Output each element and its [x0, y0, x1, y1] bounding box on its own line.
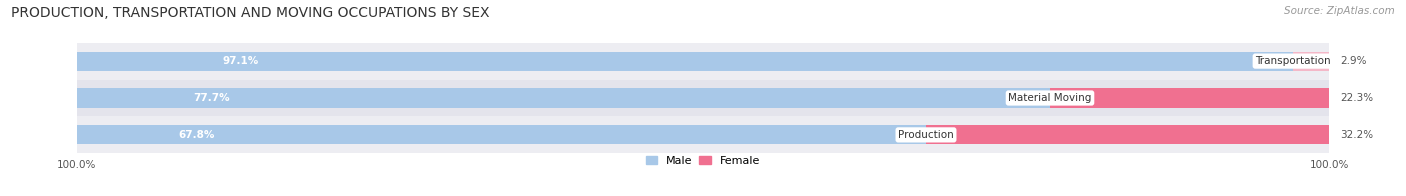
Text: 22.3%: 22.3%: [1340, 93, 1374, 103]
Bar: [77, 116, 1330, 153]
Legend: Male, Female: Male, Female: [641, 151, 765, 170]
Bar: [1050, 88, 1330, 108]
Text: Production: Production: [898, 130, 953, 140]
Text: 100.0%: 100.0%: [1309, 160, 1350, 170]
Text: Transportation: Transportation: [1256, 56, 1331, 66]
Text: 100.0%: 100.0%: [56, 160, 97, 170]
Text: 67.8%: 67.8%: [179, 130, 215, 140]
Text: PRODUCTION, TRANSPORTATION AND MOVING OCCUPATIONS BY SEX: PRODUCTION, TRANSPORTATION AND MOVING OC…: [11, 6, 489, 20]
Bar: [77, 52, 1294, 71]
Text: 2.9%: 2.9%: [1340, 56, 1367, 66]
Text: 77.7%: 77.7%: [194, 93, 231, 103]
Text: Source: ZipAtlas.com: Source: ZipAtlas.com: [1284, 6, 1395, 16]
Bar: [77, 80, 1330, 116]
Bar: [77, 88, 1050, 108]
Text: 32.2%: 32.2%: [1340, 130, 1374, 140]
Bar: [927, 125, 1330, 144]
Bar: [77, 125, 927, 144]
Text: 97.1%: 97.1%: [222, 56, 259, 66]
Text: Material Moving: Material Moving: [1008, 93, 1091, 103]
Bar: [1294, 52, 1330, 71]
Bar: [77, 43, 1330, 80]
